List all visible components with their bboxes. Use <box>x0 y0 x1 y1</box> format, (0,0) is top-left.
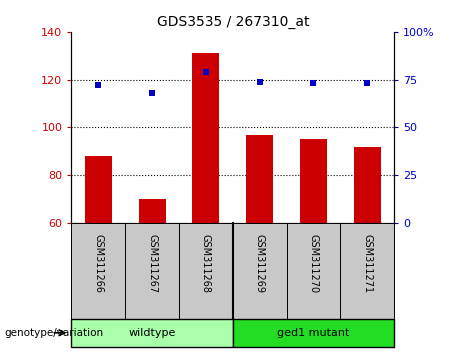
Text: GSM311269: GSM311269 <box>254 234 265 293</box>
Bar <box>300 139 327 223</box>
Text: GSM311271: GSM311271 <box>362 234 372 293</box>
Text: GSM311268: GSM311268 <box>201 234 211 293</box>
Text: genotype/variation: genotype/variation <box>5 328 104 338</box>
Text: GSM311267: GSM311267 <box>147 234 157 293</box>
Text: ged1 mutant: ged1 mutant <box>278 328 349 338</box>
Text: GSM311270: GSM311270 <box>308 234 319 293</box>
Title: GDS3535 / 267310_at: GDS3535 / 267310_at <box>157 16 309 29</box>
Bar <box>354 147 381 223</box>
Bar <box>85 156 112 223</box>
Text: wildtype: wildtype <box>129 328 176 338</box>
Bar <box>193 53 219 223</box>
Bar <box>246 135 273 223</box>
Bar <box>139 199 165 223</box>
Text: GSM311266: GSM311266 <box>93 234 103 293</box>
